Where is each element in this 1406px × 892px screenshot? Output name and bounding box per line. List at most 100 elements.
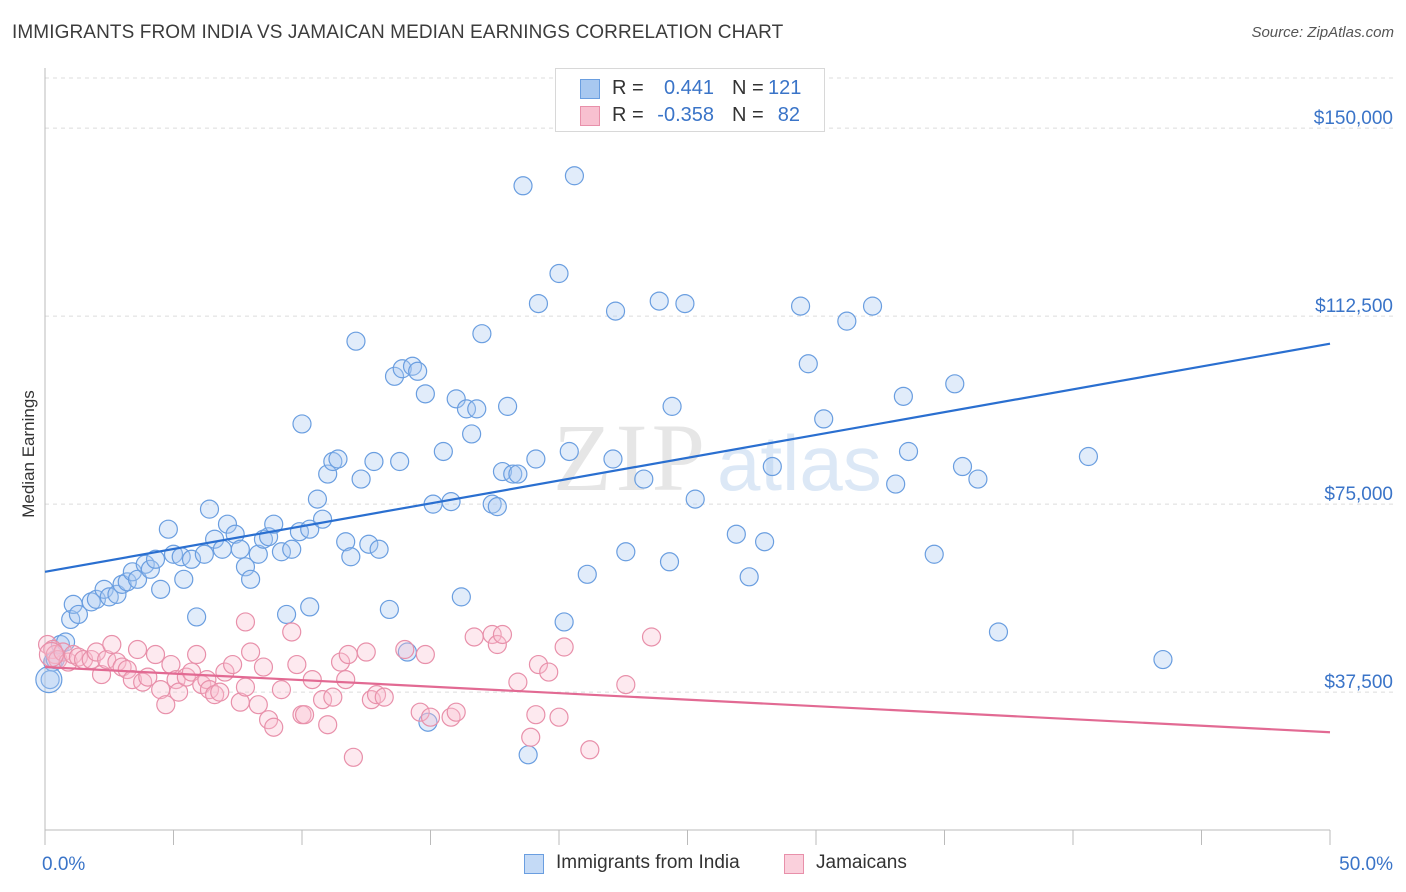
jamaica-point — [554, 637, 574, 657]
india-point — [762, 456, 782, 477]
india-point — [837, 311, 857, 331]
india-point — [754, 532, 775, 552]
india-point — [369, 539, 389, 559]
india-point — [508, 464, 528, 484]
india-point — [364, 451, 384, 472]
jamaica-point — [330, 652, 351, 672]
india-point — [379, 599, 399, 620]
india-point — [158, 519, 178, 539]
jamaica-point — [492, 624, 513, 645]
jamaica-point — [526, 705, 546, 725]
jamaica-point — [181, 662, 202, 682]
india-point — [790, 296, 811, 316]
india-point — [68, 604, 89, 625]
jamaica-point — [420, 707, 441, 727]
jamaica-point — [253, 657, 274, 677]
india-point — [564, 166, 585, 186]
india-point — [276, 604, 297, 625]
r-label: R = — [612, 77, 644, 99]
india-point — [472, 324, 492, 344]
india-point — [726, 524, 746, 544]
india-point — [968, 469, 988, 489]
y-tick-label: $75,000 — [1324, 484, 1393, 505]
india-point — [408, 361, 428, 381]
india-point — [99, 587, 119, 607]
india-point — [1153, 649, 1173, 670]
india-point — [194, 544, 214, 564]
jamaica-point — [580, 740, 600, 760]
india-point — [446, 389, 466, 409]
jamaica-point — [410, 702, 430, 722]
jamaica-point — [343, 747, 363, 767]
jamaica-point — [487, 634, 507, 655]
india-point — [241, 569, 261, 589]
india-point — [81, 592, 101, 612]
y-tick-label: $112,500 — [1315, 296, 1393, 317]
india-point — [616, 542, 636, 562]
india-point — [212, 539, 232, 559]
india-point — [282, 539, 302, 559]
jamaica-point — [395, 639, 415, 660]
jamaica-trend-line — [44, 665, 1331, 734]
legend-item-jamaica[interactable]: Jamaicans — [784, 852, 924, 876]
india-point — [739, 567, 759, 587]
india-point — [359, 534, 379, 554]
jamaica-point — [521, 727, 541, 747]
jamaica-point — [539, 662, 559, 682]
stats-row-jamaica: R = -0.358 N = 82 — [556, 102, 824, 130]
jamaica-point — [248, 695, 268, 715]
india-point — [341, 547, 361, 567]
jamaica-point — [464, 627, 484, 647]
india-point — [351, 469, 371, 489]
axis-labels: $37,500 $75,000 $112,500 $150,000 0.0% 50.0% M… — [19, 108, 1393, 875]
jamaica-point — [366, 685, 387, 705]
india-point — [346, 331, 366, 351]
india-point — [988, 622, 1009, 642]
india-point — [107, 584, 127, 604]
india-point — [199, 499, 220, 519]
india-point — [300, 597, 320, 617]
india-point — [952, 456, 973, 477]
y-tick-label: $150,000 — [1314, 108, 1393, 129]
y-axis-label: Median Earnings — [19, 390, 38, 518]
india-point — [898, 441, 919, 462]
jamaica-point — [549, 707, 569, 727]
jamaica-point — [482, 624, 502, 645]
jamaica-point — [187, 644, 207, 665]
jamaica-point — [287, 654, 307, 675]
india-point — [140, 559, 160, 579]
jamaica-point — [446, 702, 466, 722]
india-point — [456, 399, 477, 419]
jamaica-point — [356, 642, 376, 662]
india-point — [862, 296, 883, 316]
india-trend-line — [44, 342, 1331, 573]
jamaica-point — [336, 669, 356, 690]
india-point — [384, 366, 405, 386]
india-point — [112, 574, 132, 594]
r-value: 0.441 — [663, 77, 714, 99]
jamaica-point — [117, 659, 137, 680]
jamaica-point — [223, 654, 243, 675]
watermark-zip: ZIP — [553, 404, 709, 511]
legend-item-india[interactable]: Immigrants from India — [524, 852, 764, 876]
india-point — [174, 569, 194, 589]
jamaica-point — [616, 675, 636, 695]
india-point — [814, 409, 834, 429]
jamaica-point — [415, 644, 435, 665]
india-legend-swatch-icon — [524, 854, 544, 874]
jamaica-point — [294, 705, 315, 725]
x-tick-label-min: 0.0% — [42, 854, 85, 875]
india-point — [217, 514, 238, 534]
jamaica-point — [264, 717, 284, 737]
india-point — [35, 665, 63, 694]
india-point — [336, 532, 356, 552]
india-point — [675, 294, 695, 314]
india-point — [433, 441, 453, 462]
india-point — [187, 607, 207, 627]
india-point — [662, 396, 682, 416]
india-point — [415, 384, 435, 404]
india-point — [649, 291, 669, 311]
india-point — [451, 587, 471, 607]
india-point — [603, 449, 623, 469]
